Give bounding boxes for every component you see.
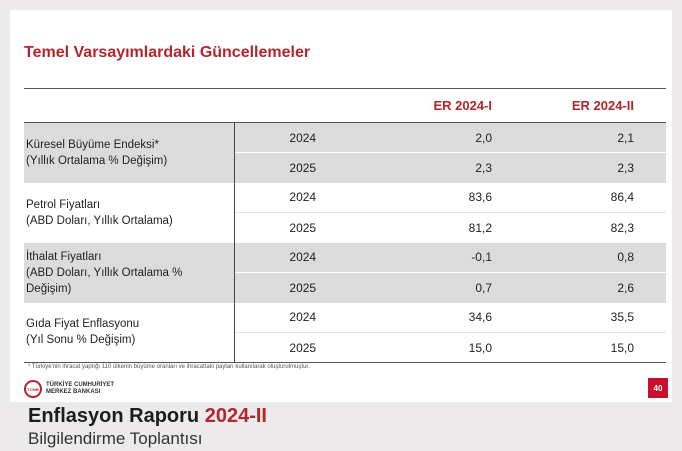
footnote: * Türkiye'nin ihracat yaptığı 110 ülkeni… bbox=[28, 364, 310, 370]
er1-cell: 2,0 bbox=[379, 122, 524, 153]
table-row: Gıda Fiyat Enflasyonu (Yıl Sonu % Değişi… bbox=[24, 302, 666, 363]
er1-cell: 83,6 bbox=[379, 182, 524, 213]
year-cell: 2024 bbox=[234, 182, 379, 213]
header-blank-name bbox=[24, 88, 234, 123]
report-subtitle: Bilgilendirme Toplantısı bbox=[28, 429, 203, 448]
report-title: Enflasyon Raporu 2024-II bbox=[28, 405, 267, 428]
assumptions-table: ER 2024-I ER 2024-II Küresel Büyüme Ende… bbox=[24, 88, 666, 363]
row-label-text: Petrol Fiyatları (ABD Doları, Yıllık Ort… bbox=[26, 198, 173, 227]
table-row: Petrol Fiyatları (ABD Doları, Yıllık Ort… bbox=[24, 182, 666, 243]
table-row: İthalat Fiyatları (ABD Doları, Yıllık Or… bbox=[24, 242, 666, 303]
slide: Temel Varsayımlardaki Güncellemeler ER 2… bbox=[10, 10, 672, 402]
row-label: İthalat Fiyatları (ABD Doları, Yıllık Or… bbox=[24, 242, 235, 303]
tcmb-logo-icon: TCMB bbox=[24, 380, 42, 398]
year-cell: 2024 bbox=[234, 302, 379, 333]
tcmb-logo: TCMB TÜRKİYE CUMHURİYET MERKEZ BANKASI bbox=[24, 380, 114, 398]
year-cell: 2025 bbox=[234, 152, 379, 183]
er2-cell: 86,4 bbox=[524, 182, 666, 213]
report-title-accent: 2024-II bbox=[204, 405, 267, 427]
row-label: Küresel Büyüme Endeksi* (Yıllık Ortalama… bbox=[24, 122, 235, 183]
er2-cell: 2,1 bbox=[524, 122, 666, 153]
table-row: 2025 81,2 82,3 bbox=[24, 213, 666, 243]
er2-cell: 0,8 bbox=[524, 242, 666, 273]
row-label: Gıda Fiyat Enflasyonu (Yıl Sonu % Değişi… bbox=[24, 302, 235, 363]
logo-text: TÜRKİYE CUMHURİYET MERKEZ BANKASI bbox=[46, 382, 114, 396]
er1-cell: 0,7 bbox=[379, 272, 524, 303]
header-er-2024-1: ER 2024-I bbox=[379, 88, 524, 123]
year-cell: 2025 bbox=[289, 220, 317, 235]
header-blank-year bbox=[234, 88, 379, 123]
er1-cell: 34,6 bbox=[379, 302, 524, 333]
logo-line-2: MERKEZ BANKASI bbox=[46, 389, 101, 395]
page-number-badge: 40 bbox=[648, 378, 668, 398]
row-label-text: Küresel Büyüme Endeksi* (Yıllık Ortalama… bbox=[26, 138, 168, 167]
er2-cell: 35,5 bbox=[524, 302, 666, 333]
slide-title: Temel Varsayımlardaki Güncellemeler bbox=[24, 44, 311, 61]
year-cell: 2025 bbox=[234, 272, 379, 303]
table-row: 2025 0,7 2,6 bbox=[24, 272, 666, 303]
table-row: 2025 15,0 15,0 bbox=[24, 332, 666, 363]
er1-cell: 2,3 bbox=[379, 152, 524, 183]
table-row: Küresel Büyüme Endeksi* (Yıllık Ortalama… bbox=[24, 122, 666, 183]
logo-line-1: TÜRKİYE CUMHURİYET bbox=[46, 382, 115, 388]
er1-cell: 15,0 bbox=[379, 332, 524, 363]
er1-cell: -0,1 bbox=[379, 242, 524, 273]
er2-cell: 2,3 bbox=[524, 152, 666, 183]
er2-cell: 82,3 bbox=[610, 220, 634, 235]
er2-cell: 15,0 bbox=[524, 332, 666, 363]
er2-cell: 2,6 bbox=[524, 272, 666, 303]
year-cell: 2024 bbox=[234, 122, 379, 153]
table-row: 2025 2,3 2,3 bbox=[24, 152, 666, 183]
header-er-2024-2: ER 2024-II bbox=[524, 88, 666, 123]
row-label: Petrol Fiyatları (ABD Doları, Yıllık Ort… bbox=[24, 182, 235, 243]
logo-mark-text: TCMB bbox=[27, 386, 39, 392]
er1-cell: 81,2 bbox=[468, 220, 492, 235]
year-cell: 2024 bbox=[234, 242, 379, 273]
row-label-text: Gıda Fiyat Enflasyonu (Yıl Sonu % Değişi… bbox=[26, 318, 140, 347]
report-title-main: Enflasyon Raporu bbox=[28, 405, 200, 427]
row-label-text: İthalat Fiyatları (ABD Doları, Yıllık Or… bbox=[26, 250, 183, 295]
year-cell: 2025 bbox=[234, 332, 379, 363]
table-header-row: ER 2024-I ER 2024-II bbox=[24, 88, 666, 123]
